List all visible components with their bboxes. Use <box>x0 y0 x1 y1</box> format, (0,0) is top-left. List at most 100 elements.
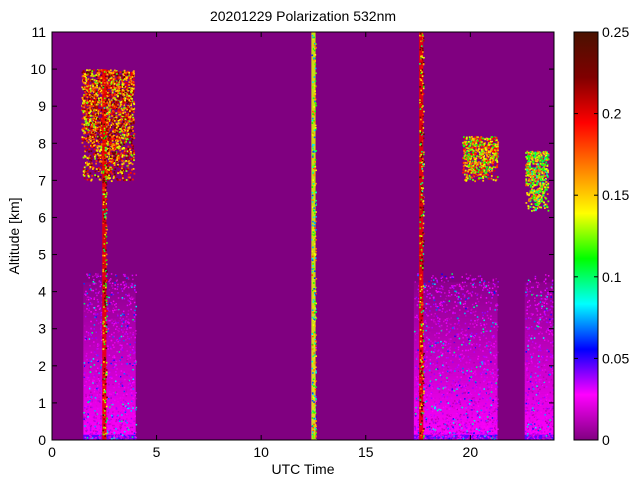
heatmap-cell <box>116 325 118 328</box>
heatmap-cell <box>470 332 473 335</box>
heatmap-cell <box>112 303 114 305</box>
heatmap-cell <box>113 437 115 439</box>
heatmap-cell <box>457 401 459 403</box>
heatmap-cell <box>453 389 456 392</box>
heatmap-cell <box>535 376 538 378</box>
heatmap-cell <box>90 125 92 128</box>
heatmap-cell <box>113 359 115 361</box>
heatmap-cell <box>525 345 527 347</box>
heatmap-cell <box>456 283 458 286</box>
heatmap-cell <box>495 415 498 418</box>
heatmap-cell <box>116 279 118 281</box>
heatmap-cell <box>127 380 130 382</box>
heatmap-cell <box>442 406 445 409</box>
heatmap-cell <box>94 274 96 277</box>
heatmap-cell <box>537 362 539 365</box>
heatmap-cell <box>431 435 433 438</box>
heatmap-cell <box>95 107 98 110</box>
heatmap-cell <box>492 378 495 380</box>
heatmap-cell <box>486 376 488 379</box>
heatmap-cell <box>549 391 552 394</box>
heatmap-cell <box>545 407 548 410</box>
heatmap-cell <box>414 427 417 430</box>
heatmap-cell <box>415 296 418 299</box>
heatmap-cell <box>444 435 447 438</box>
heatmap-cell <box>87 401 89 403</box>
heatmap-cell <box>467 384 469 386</box>
heatmap-cell <box>488 386 490 388</box>
heatmap-cell <box>110 362 112 365</box>
heatmap-cell <box>113 149 115 152</box>
heatmap-band <box>413 408 498 411</box>
heatmap-cell <box>127 414 129 417</box>
heatmap-cell <box>545 278 547 280</box>
heatmap-band <box>83 308 136 311</box>
heatmap-cell <box>126 422 128 424</box>
heatmap-cell <box>462 436 464 438</box>
heatmap-cell <box>488 387 491 390</box>
heatmap-cell <box>85 401 88 403</box>
heatmap-cell <box>127 358 129 360</box>
heatmap-cell <box>526 412 529 414</box>
heatmap-cell <box>120 405 123 408</box>
heatmap-cell <box>450 293 453 296</box>
heatmap-cell <box>88 375 91 377</box>
heatmap-cell <box>94 135 97 138</box>
heatmap-cell <box>468 416 470 418</box>
heatmap-cell <box>439 366 441 368</box>
heatmap-cell <box>494 428 497 431</box>
heatmap-cell <box>456 408 459 411</box>
heatmap-cell <box>444 275 447 278</box>
heatmap-cell <box>468 342 471 345</box>
heatmap-cell <box>459 401 461 403</box>
heatmap-cell <box>489 413 492 416</box>
heatmap-cell <box>466 396 469 399</box>
heatmap-cell <box>461 386 464 388</box>
heatmap-cell <box>550 311 553 313</box>
heatmap-cell <box>433 404 436 407</box>
heatmap-cell <box>93 341 95 343</box>
heatmap-cell <box>84 372 86 374</box>
heatmap-cell <box>117 422 119 425</box>
heatmap-cell <box>484 371 487 373</box>
heatmap-cell <box>98 145 101 148</box>
heatmap-cell <box>425 406 428 409</box>
heatmap-cell <box>537 409 539 411</box>
heatmap-cell <box>85 338 87 340</box>
heatmap-cell <box>463 420 466 423</box>
heatmap-cell <box>526 381 528 383</box>
heatmap-cell <box>548 399 551 402</box>
heatmap-cell <box>430 427 432 429</box>
heatmap-cell <box>123 135 126 138</box>
heatmap-cell <box>426 426 428 429</box>
heatmap-cell <box>526 330 528 333</box>
heatmap-cell <box>92 413 94 415</box>
heatmap-cell <box>418 390 420 392</box>
heatmap-cell <box>128 294 130 297</box>
heatmap-cell <box>487 392 489 395</box>
heatmap-cell <box>86 274 89 277</box>
heatmap-cell <box>463 392 465 394</box>
heatmap-cell <box>485 286 487 289</box>
heatmap-cell <box>127 383 130 386</box>
heatmap-cell <box>543 428 545 431</box>
heatmap-cell <box>434 345 437 348</box>
heatmap-cell <box>528 417 531 419</box>
heatmap-cell <box>125 331 127 333</box>
heatmap-cell <box>417 435 420 438</box>
heatmap-cell <box>436 433 439 436</box>
heatmap-cell <box>457 298 459 300</box>
heatmap-cell <box>120 426 122 429</box>
heatmap-cell <box>96 421 99 424</box>
heatmap-cell <box>487 435 490 438</box>
heatmap-cell <box>464 398 466 400</box>
heatmap-cell <box>439 291 441 293</box>
heatmap-cell <box>468 369 470 371</box>
heatmap-cell <box>426 315 429 317</box>
heatmap-band <box>83 287 136 291</box>
heatmap-cell <box>96 354 99 357</box>
heatmap-cell <box>474 434 476 437</box>
heatmap-cell <box>531 386 534 388</box>
heatmap-cell <box>429 326 431 329</box>
heatmap-cell <box>429 386 432 388</box>
